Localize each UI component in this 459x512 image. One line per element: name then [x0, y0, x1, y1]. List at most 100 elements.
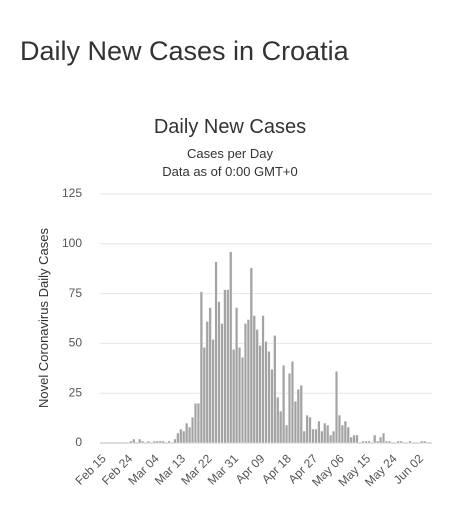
y-axis-label: Novel Coronavirus Daily Cases — [36, 228, 51, 408]
bar — [332, 430, 336, 444]
bar — [279, 410, 283, 444]
bar — [229, 251, 233, 444]
bar — [196, 402, 200, 444]
bar — [152, 440, 156, 444]
bar — [161, 440, 165, 444]
page-title: Daily New Cases in Croatia — [20, 36, 350, 66]
bar — [340, 424, 344, 444]
bar — [352, 434, 356, 444]
chart-subtitle: Cases per Day — [187, 146, 273, 161]
bar — [185, 422, 189, 444]
bar — [232, 349, 236, 444]
bar — [299, 385, 303, 444]
bar — [334, 371, 339, 444]
bar — [323, 422, 327, 444]
bar — [249, 267, 253, 444]
bar — [240, 357, 245, 444]
bar — [226, 289, 230, 444]
bar — [138, 438, 142, 444]
y-tick-label: 100 — [62, 236, 82, 250]
bar — [182, 430, 186, 444]
bar — [214, 261, 218, 444]
bar — [314, 428, 318, 444]
bar — [141, 440, 145, 444]
bar — [208, 307, 212, 444]
bar — [155, 440, 159, 444]
bar — [282, 365, 286, 444]
bar — [167, 440, 171, 444]
bar — [343, 420, 347, 444]
bar — [287, 373, 292, 444]
bar — [346, 426, 350, 444]
y-tick-label: 75 — [69, 286, 83, 300]
y-tick-label: 25 — [69, 385, 83, 399]
chart-title: Daily New Cases — [154, 116, 306, 138]
bar — [293, 400, 297, 444]
bar — [420, 440, 424, 444]
bar — [296, 389, 300, 444]
bar — [382, 432, 386, 444]
bar — [373, 434, 377, 444]
bar — [317, 420, 321, 444]
bar — [384, 440, 388, 444]
chart-subtitle: Data as of 0:00 GMT+0 — [162, 164, 297, 179]
bar — [349, 436, 353, 444]
bar — [188, 426, 192, 444]
y-tick-label: 50 — [69, 336, 83, 350]
bar — [326, 424, 330, 444]
bar — [179, 428, 183, 444]
bar — [193, 402, 198, 444]
bar — [396, 440, 400, 444]
bar — [243, 323, 247, 444]
bar — [220, 323, 224, 444]
bar — [355, 434, 359, 444]
bar — [408, 440, 412, 444]
bar — [238, 347, 242, 444]
bar — [308, 416, 312, 444]
bar — [361, 440, 365, 444]
bar — [423, 440, 427, 444]
bar — [376, 440, 380, 444]
bar — [290, 361, 294, 444]
bar — [337, 414, 341, 444]
bar — [217, 301, 221, 444]
bar — [158, 440, 162, 444]
bar — [191, 416, 195, 444]
bar — [255, 329, 259, 444]
bar — [276, 396, 280, 444]
bar — [205, 321, 209, 444]
bar — [264, 341, 268, 444]
bar — [302, 430, 306, 444]
bar — [176, 432, 180, 444]
bar — [329, 434, 333, 444]
bar — [199, 291, 203, 444]
bar — [129, 440, 133, 444]
x-tick-label: Jun 02 — [391, 451, 427, 487]
bar — [146, 440, 150, 444]
bar — [202, 347, 206, 444]
bar — [367, 440, 371, 444]
bar — [252, 315, 256, 444]
bar — [211, 339, 215, 444]
bar — [261, 315, 265, 444]
bar — [285, 424, 289, 444]
bar — [267, 351, 271, 444]
bar — [364, 440, 368, 444]
bar — [270, 369, 274, 444]
bar — [320, 430, 324, 444]
bar — [258, 345, 262, 444]
bar — [387, 440, 391, 444]
bar — [235, 307, 239, 444]
x-tick-label: Mar 31 — [205, 451, 242, 488]
bar — [311, 428, 315, 444]
y-tick-label: 125 — [62, 186, 82, 200]
y-tick-label: 0 — [75, 435, 82, 449]
bar — [246, 319, 250, 444]
bar — [399, 440, 403, 444]
bar — [132, 438, 136, 444]
bar — [379, 436, 383, 444]
bar — [173, 438, 177, 444]
bar — [273, 335, 277, 444]
